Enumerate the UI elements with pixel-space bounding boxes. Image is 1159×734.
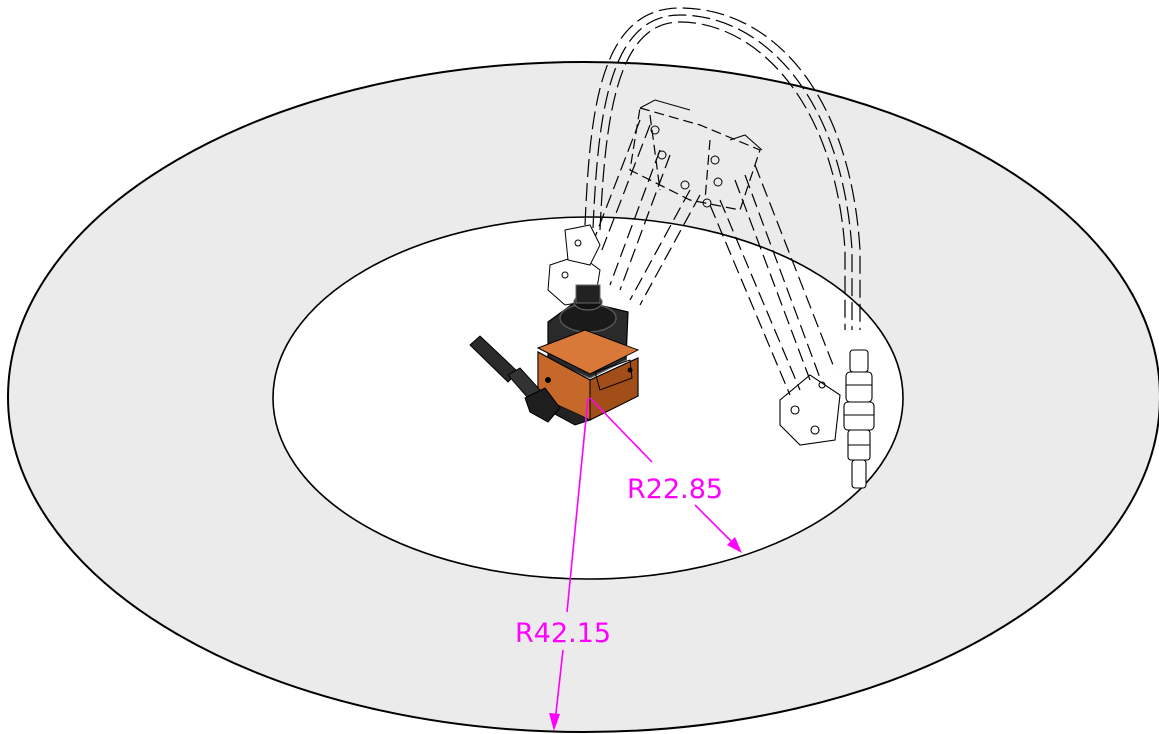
inner-radius-arrowhead <box>727 537 742 553</box>
pneumatic-hose <box>584 7 861 330</box>
release-handle <box>469 335 561 423</box>
outer-radius-label: R42.15 <box>515 618 611 649</box>
dimension-annotations <box>554 397 739 723</box>
outer-radius-arrowhead <box>549 713 560 731</box>
outer-radius-leader-end <box>554 649 564 723</box>
inner-radius-leader-end <box>694 504 739 549</box>
upper-bracket <box>629 107 761 211</box>
hose-coupling <box>843 349 875 489</box>
gearbox-base <box>536 329 640 426</box>
lower-bracket <box>779 374 841 446</box>
outer-radius-leader <box>566 397 589 613</box>
robot-arms <box>589 119 836 396</box>
robot-assembly <box>469 7 875 489</box>
inner-radius-leader <box>589 397 653 463</box>
inner-radius-label: R22.85 <box>627 474 723 505</box>
